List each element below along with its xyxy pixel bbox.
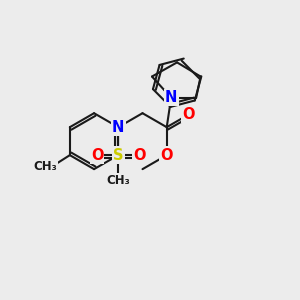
Text: S: S xyxy=(113,148,124,163)
Text: N: N xyxy=(112,120,124,135)
Text: CH₃: CH₃ xyxy=(106,174,130,187)
Text: CH₃: CH₃ xyxy=(33,160,57,173)
Text: O: O xyxy=(182,107,195,122)
Text: O: O xyxy=(133,148,146,163)
Text: N: N xyxy=(165,90,177,105)
Text: O: O xyxy=(91,148,103,163)
Text: O: O xyxy=(160,148,173,163)
